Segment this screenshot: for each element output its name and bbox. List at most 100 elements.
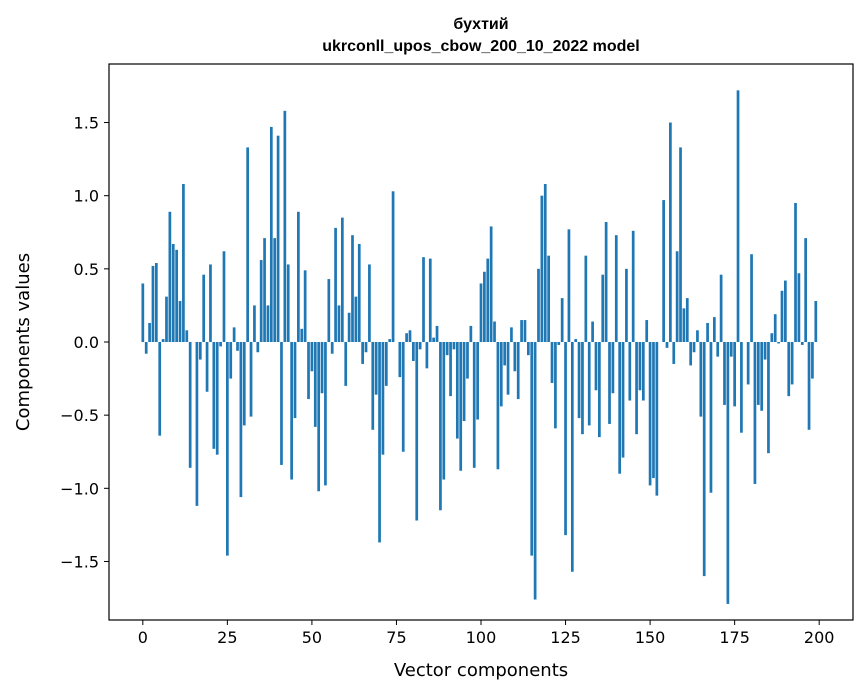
bar — [665, 342, 669, 348]
bar — [574, 339, 578, 342]
bar — [689, 342, 693, 366]
bar — [756, 342, 760, 405]
bar — [313, 342, 317, 427]
bar — [716, 342, 720, 357]
bar — [537, 268, 540, 342]
bar — [794, 203, 797, 342]
bar — [300, 328, 304, 342]
bar — [182, 183, 185, 342]
bar — [510, 327, 513, 342]
bar — [354, 296, 358, 342]
bar — [750, 254, 753, 342]
bar — [435, 325, 439, 342]
bar — [236, 342, 239, 351]
bar — [554, 342, 557, 429]
bar — [388, 339, 392, 342]
bar — [797, 273, 801, 342]
bar — [564, 342, 567, 536]
bar — [175, 249, 178, 342]
bar — [212, 342, 216, 449]
x-tick-label: 50 — [302, 628, 322, 647]
x-tick-label: 25 — [217, 628, 237, 647]
bar — [144, 342, 148, 354]
bar — [486, 258, 490, 342]
bar — [357, 243, 361, 342]
bar — [547, 255, 550, 342]
bar — [601, 274, 605, 342]
bar — [773, 314, 777, 342]
bar — [614, 235, 618, 342]
bar — [625, 268, 628, 342]
bar — [297, 211, 300, 342]
bar — [712, 317, 716, 342]
x-tick-label: 75 — [386, 628, 406, 647]
bar — [550, 342, 554, 383]
bar — [729, 342, 733, 357]
bar — [483, 271, 486, 342]
bar — [141, 283, 145, 342]
bar — [239, 342, 243, 498]
bar — [591, 321, 594, 342]
bar — [249, 342, 253, 417]
bar — [280, 342, 283, 465]
bar — [374, 342, 378, 395]
bar — [229, 342, 233, 379]
bar — [330, 342, 334, 354]
bar — [540, 195, 544, 342]
bar — [787, 342, 791, 397]
bar — [530, 342, 534, 556]
bar — [814, 301, 818, 342]
bar — [425, 342, 429, 369]
bar — [479, 283, 483, 342]
bar — [246, 147, 250, 342]
bar — [696, 330, 699, 342]
bar — [513, 342, 517, 372]
bar — [405, 333, 408, 342]
bar — [462, 342, 466, 422]
bar — [445, 342, 449, 356]
bar — [567, 229, 571, 342]
x-tick-label: 200 — [804, 628, 835, 647]
bar — [283, 110, 287, 342]
bar — [719, 274, 723, 342]
bar — [442, 342, 446, 480]
bar — [337, 305, 341, 342]
bar — [307, 342, 310, 400]
bar — [577, 342, 581, 419]
y-tick-label: −0.5 — [60, 406, 99, 425]
bar — [784, 280, 787, 342]
bar — [526, 342, 530, 356]
x-tick-label: 0 — [138, 628, 148, 647]
bar — [185, 330, 189, 342]
bar — [777, 342, 780, 344]
y-axis-label: Components values — [13, 253, 34, 431]
bar — [269, 126, 273, 342]
bar — [293, 342, 297, 419]
bar — [286, 264, 290, 342]
bar — [215, 342, 219, 455]
bar — [763, 342, 767, 360]
bar — [503, 342, 507, 366]
bar — [740, 342, 743, 433]
bar — [469, 325, 473, 342]
bar — [222, 251, 226, 342]
bar — [655, 342, 659, 496]
bar — [652, 342, 655, 479]
bar — [733, 342, 736, 407]
bar — [638, 342, 642, 391]
bar — [303, 270, 307, 342]
x-tick-label: 175 — [719, 628, 750, 647]
x-axis-label: Vector components — [394, 660, 568, 681]
x-tick-label: 125 — [550, 628, 581, 647]
bar — [516, 342, 520, 400]
bar — [151, 265, 155, 342]
bar — [415, 342, 419, 521]
bar — [412, 342, 415, 362]
bar — [723, 342, 726, 405]
x-tick-label: 100 — [466, 628, 497, 647]
bar — [641, 342, 645, 401]
chart-title: бухтий — [453, 16, 508, 33]
bar — [604, 222, 608, 342]
bar — [334, 227, 337, 342]
bar — [324, 342, 327, 486]
